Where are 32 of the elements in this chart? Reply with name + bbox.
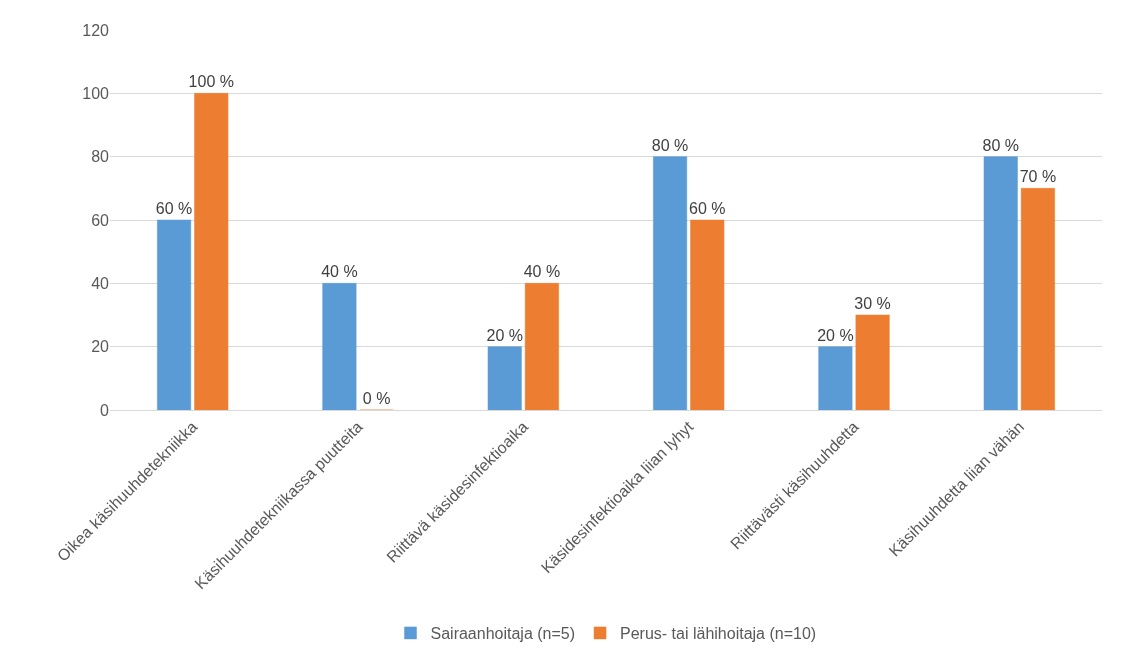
data-label: 70 %	[1019, 168, 1057, 186]
data-label: 20 %	[486, 326, 523, 344]
y-tick-label: 40	[91, 274, 110, 292]
bar	[653, 156, 688, 410]
y-tick-label: 120	[82, 21, 110, 39]
data-label: 80 %	[651, 136, 689, 154]
bar	[194, 93, 229, 410]
y-tick-label: 80	[91, 148, 110, 166]
data-label: 80 %	[982, 136, 1019, 154]
bar	[524, 283, 559, 410]
data-label: 20 %	[817, 326, 854, 344]
y-tick-label: 60	[91, 211, 110, 229]
data-label: 40 %	[321, 263, 358, 281]
y-tick-label: 0	[100, 401, 110, 419]
bar	[855, 314, 890, 410]
data-label: 0 %	[362, 390, 391, 407]
data-label: 60 %	[689, 200, 726, 217]
bar	[818, 346, 853, 410]
bar	[322, 283, 357, 410]
bar	[1020, 188, 1055, 410]
data-label: 40 %	[523, 263, 561, 281]
data-label: 60 %	[155, 200, 193, 217]
bar	[487, 346, 522, 410]
bar	[690, 219, 725, 410]
bar	[157, 219, 192, 410]
data-label: 100 %	[188, 73, 234, 91]
legend-label: Perus- tai lähihoitaja (n=10)	[620, 625, 817, 643]
y-tick-label: 20	[91, 338, 110, 356]
legend-label: Sairaanhoitaja (n=5)	[430, 625, 576, 643]
data-label: 30 %	[854, 295, 891, 312]
y-tick-label: 100	[82, 84, 110, 102]
bar	[983, 156, 1018, 410]
